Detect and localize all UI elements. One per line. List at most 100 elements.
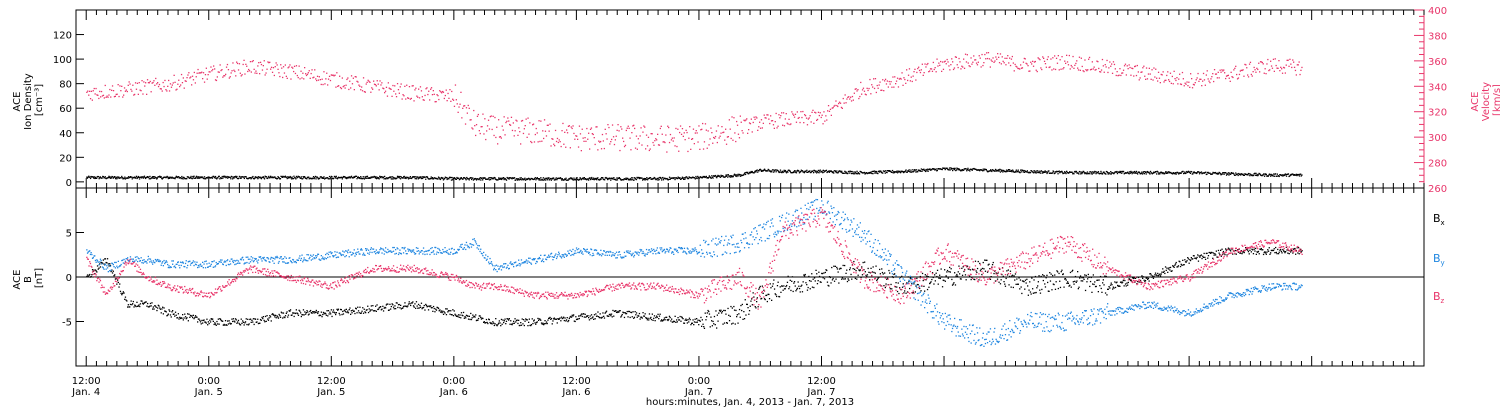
scatter-point [255, 176, 258, 178]
scatter-point [290, 314, 292, 316]
scatter-point [338, 85, 340, 87]
scatter-point [1246, 67, 1248, 69]
scatter-point [509, 323, 511, 325]
scatter-point [105, 96, 107, 98]
scatter-point [1025, 62, 1027, 64]
scatter-point [1137, 173, 1139, 175]
scatter-point [1297, 64, 1299, 66]
scatter-point [939, 64, 941, 66]
scatter-point [604, 179, 606, 181]
scatter-point [1049, 272, 1051, 274]
scatter-point [1008, 284, 1010, 286]
scatter-point [895, 83, 897, 85]
scatter-point [129, 306, 131, 308]
scatter-point [455, 314, 457, 316]
scatter-point [326, 72, 328, 74]
scatter-point [313, 178, 315, 180]
scatter-point [1282, 175, 1284, 177]
scatter-point [284, 316, 286, 319]
scatter-point [913, 170, 915, 172]
scatter-point [839, 102, 842, 104]
scatter-point [486, 130, 488, 132]
scatter-point [1230, 250, 1232, 252]
scatter-point [470, 318, 473, 321]
scatter-point [1262, 63, 1264, 65]
scatter-point [480, 126, 482, 128]
scatter-point [164, 310, 166, 312]
scatter-point [290, 177, 292, 179]
scatter-point [864, 271, 866, 273]
scatter-point [152, 177, 154, 179]
scatter-point [1071, 171, 1073, 173]
scatter-point [102, 176, 105, 178]
scatter-point [270, 66, 273, 68]
scatter-point [134, 176, 136, 178]
scatter-point [312, 311, 314, 313]
scatter-point [831, 171, 833, 173]
scatter-point [796, 288, 798, 291]
scatter-point [617, 310, 619, 313]
scatter-point [199, 321, 202, 323]
scatter-point [854, 173, 856, 175]
scatter-point [478, 130, 480, 132]
scatter-point [400, 304, 402, 306]
scatter-point [653, 317, 655, 319]
scatter-point [1267, 175, 1269, 177]
scatter-point [1259, 71, 1261, 73]
scatter-point [649, 148, 651, 150]
scatter-point [1019, 279, 1022, 281]
velocity-axis-title: ACE Velocity [km/s] [1470, 79, 1500, 121]
scatter-point [407, 97, 409, 99]
scatter-point [351, 312, 353, 314]
scatter-point [332, 309, 335, 311]
scatter-point [845, 272, 847, 274]
scatter-point [980, 66, 982, 68]
scatter-point [716, 177, 718, 179]
scatter-point [336, 308, 338, 310]
scatter-point [405, 305, 407, 307]
scatter-point [124, 178, 127, 180]
scatter-point [206, 78, 208, 80]
scatter-point [951, 278, 953, 281]
scatter-point [819, 281, 821, 283]
scatter-point [1121, 282, 1123, 284]
scatter-point [491, 178, 494, 180]
scatter-point [826, 119, 828, 121]
scatter-point [823, 111, 825, 113]
scatter-point [169, 176, 171, 178]
scatter-point [974, 59, 976, 61]
scatter-point [1289, 174, 1291, 176]
scatter-point [1055, 281, 1057, 283]
scatter-point [1062, 273, 1064, 275]
scatter-point [1052, 274, 1054, 277]
scatter-point [410, 177, 412, 179]
scatter-point [468, 107, 470, 109]
scatter-point [854, 171, 856, 173]
scatter-point [358, 177, 361, 179]
scatter-point [577, 318, 579, 320]
scatter-point [618, 310, 621, 312]
scatter-point [1268, 69, 1270, 72]
scatter-point [392, 304, 394, 306]
scatter-point [557, 318, 559, 320]
scatter-point [359, 85, 361, 87]
scatter-point [747, 172, 749, 175]
scatter-point [679, 125, 682, 127]
scatter-point [929, 282, 931, 285]
scatter-point [702, 176, 704, 178]
scatter-point [988, 58, 991, 60]
scatter-point [832, 171, 834, 173]
scatter-point [1094, 69, 1096, 71]
scatter-point [456, 176, 458, 179]
scatter-point [1031, 170, 1033, 172]
scatter-point [988, 170, 990, 172]
scatter-point [210, 66, 212, 68]
scatter-point [455, 99, 457, 101]
scatter-point [724, 309, 726, 312]
scatter-point [510, 323, 513, 325]
scatter-point [438, 98, 440, 101]
scatter-point [1262, 174, 1264, 176]
scatter-point [1207, 171, 1209, 174]
scatter-point [294, 72, 297, 75]
scatter-point [1112, 288, 1114, 290]
